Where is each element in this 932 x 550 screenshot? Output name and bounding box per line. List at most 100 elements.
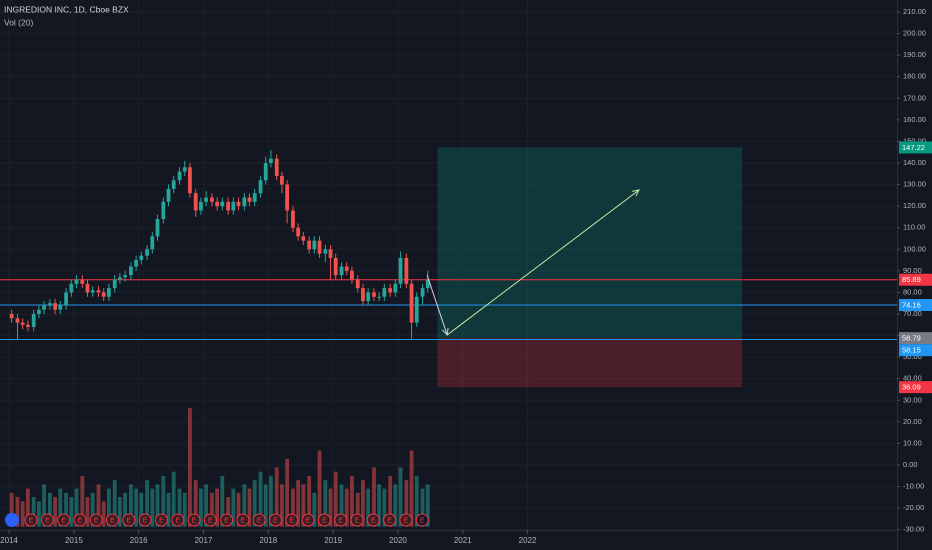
volume-bar — [301, 484, 306, 527]
candle-body — [25, 324, 30, 327]
earnings-label: E — [306, 517, 311, 524]
volume-bar — [355, 492, 360, 527]
volume-bar — [74, 488, 79, 527]
candle-body — [20, 322, 25, 325]
candle-body — [134, 260, 139, 267]
earnings-label: E — [322, 517, 327, 524]
volume-bar — [112, 480, 117, 527]
y-tick-label: -30.00 — [903, 525, 924, 534]
earnings-icon — [317, 513, 331, 527]
earnings-icon — [334, 513, 348, 527]
x-tick-label: 2018 — [259, 536, 277, 545]
earnings-label: E — [338, 517, 343, 524]
price-label-bg — [899, 299, 932, 312]
volume-bar — [285, 458, 290, 527]
earnings-label: E — [143, 517, 148, 524]
volume-bar — [48, 492, 52, 527]
x-tick-label: 2017 — [195, 536, 213, 545]
volume-bar — [296, 480, 301, 527]
volume-bar — [69, 497, 74, 527]
earnings-icon — [187, 513, 201, 527]
candle-body — [350, 270, 354, 280]
volume-bar — [269, 475, 273, 527]
candle-body — [118, 277, 122, 280]
candle-body — [85, 283, 90, 293]
earnings-icon — [285, 513, 299, 527]
y-tick-label: 80.00 — [903, 287, 922, 296]
candle-body — [420, 288, 425, 297]
candle-body — [333, 257, 338, 276]
earnings-label: E — [208, 517, 213, 524]
candle-body — [366, 292, 371, 302]
earnings-label: E — [420, 517, 425, 524]
candle-body — [409, 283, 414, 323]
y-tick-label: 0.00 — [903, 460, 918, 469]
volume-bar — [377, 484, 382, 527]
earnings-label: E — [45, 517, 50, 524]
volume-bar — [139, 492, 144, 527]
earnings-label: E — [78, 517, 83, 524]
candle-body — [74, 279, 79, 284]
volume-bar — [177, 488, 182, 527]
price-label: 58.15 — [902, 346, 921, 355]
earnings-label: E — [192, 517, 197, 524]
price-label-bg — [899, 273, 932, 286]
arrow-line — [446, 189, 640, 336]
stop-zone — [437, 338, 743, 388]
volume-bar — [312, 492, 317, 527]
earnings-label: E — [224, 517, 229, 524]
earnings-icon — [252, 513, 266, 527]
y-tick-label: 100.00 — [903, 244, 926, 253]
earnings-label: E — [61, 517, 66, 524]
candle-body — [312, 240, 317, 250]
candle-body — [242, 197, 247, 207]
volume-bar — [150, 488, 155, 527]
volume-bar — [263, 484, 268, 527]
y-tick-label: 110.00 — [903, 223, 925, 232]
earnings-icon — [40, 513, 54, 527]
candle-body — [425, 279, 430, 289]
volume-bar — [317, 450, 322, 527]
volume-bar — [236, 492, 241, 527]
candle-body — [9, 313, 14, 319]
earnings-label: E — [94, 517, 99, 524]
candle-body — [307, 240, 312, 250]
candle-body — [193, 193, 198, 211]
volume-bar — [393, 484, 398, 527]
candle-body — [31, 313, 36, 327]
candle-body — [129, 266, 133, 276]
y-tick-label: 150.00 — [903, 136, 926, 145]
volume-bar — [20, 501, 25, 527]
volume-bar — [388, 475, 393, 527]
earnings-icon — [383, 513, 397, 527]
y-tick-label: 170.00 — [903, 93, 926, 102]
volume-bar — [80, 475, 85, 527]
candle-body — [166, 188, 171, 202]
earnings-label: E — [404, 517, 409, 524]
x-tick-label: 2015 — [65, 536, 83, 545]
candle-body — [258, 180, 263, 194]
candle-body — [404, 257, 409, 284]
candle-body — [388, 288, 393, 293]
candle-body — [106, 288, 111, 297]
y-tick-label: 200.00 — [903, 29, 926, 38]
y-tick-label: 40.00 — [903, 374, 922, 383]
volume-bar — [96, 484, 101, 527]
candle-body — [355, 279, 360, 289]
volume-bar — [199, 488, 203, 527]
price-label: 74.16 — [902, 301, 921, 310]
candle-body — [285, 184, 290, 211]
volume-bar — [333, 471, 338, 527]
price-label-bg — [899, 381, 932, 394]
price-label: 58.79 — [902, 334, 921, 343]
volume-bar — [361, 480, 365, 527]
earnings-icon — [203, 513, 217, 527]
candle-body — [220, 201, 225, 207]
earnings-label: E — [257, 517, 262, 524]
volume-bar — [171, 471, 176, 527]
x-tick-label: 2021 — [454, 536, 472, 545]
volume-bar — [414, 475, 419, 527]
candle-body — [317, 240, 322, 254]
volume-bar — [215, 488, 220, 527]
price-label: 36.09 — [902, 383, 921, 392]
